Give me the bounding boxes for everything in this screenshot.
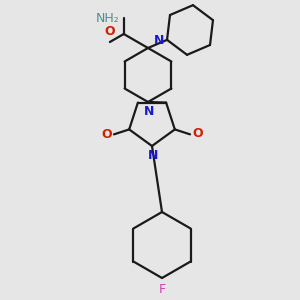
Text: O: O [192, 127, 203, 140]
Text: O: O [101, 128, 112, 141]
Text: NH₂: NH₂ [96, 11, 120, 25]
Text: N: N [154, 34, 164, 47]
Text: F: F [158, 283, 166, 296]
Text: O: O [105, 25, 115, 38]
Text: N: N [144, 105, 154, 118]
Text: N: N [148, 149, 158, 162]
